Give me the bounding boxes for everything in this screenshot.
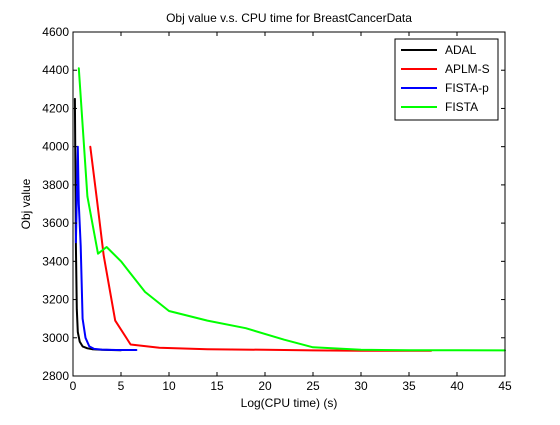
y-tick-label: 3400 bbox=[42, 254, 69, 268]
plot-frame bbox=[72, 31, 506, 377]
x-tick-label: 10 bbox=[162, 379, 176, 393]
x-tick-label: 40 bbox=[450, 379, 464, 393]
y-tick-label: 3200 bbox=[42, 293, 69, 307]
y-tick-label: 4400 bbox=[42, 63, 69, 77]
legend-label: FISTA bbox=[445, 100, 478, 114]
x-tick-label: 30 bbox=[354, 379, 368, 393]
series-line-fista-p bbox=[74, 145, 138, 351]
chart-title: Obj value v.s. CPU time for BreastCancer… bbox=[166, 11, 412, 25]
legend-label: ADAL bbox=[445, 43, 477, 57]
y-axis-label: Obj value bbox=[19, 178, 33, 229]
x-axis-label: Log(CPU time) (s) bbox=[241, 396, 338, 410]
legend-label: FISTA-p bbox=[445, 81, 489, 95]
series-line-fista bbox=[77, 67, 506, 352]
x-tick-label: 45 bbox=[498, 379, 512, 393]
x-tick-label: 35 bbox=[402, 379, 416, 393]
y-tick-label: 2800 bbox=[42, 369, 69, 383]
x-tick-label: 5 bbox=[118, 379, 125, 393]
y-tick-label: 3800 bbox=[42, 178, 69, 192]
y-tick-label: 4000 bbox=[42, 140, 69, 154]
y-tick-label: 3600 bbox=[42, 216, 69, 230]
legend-label: APLM-S bbox=[445, 62, 490, 76]
x-tick-label: 0 bbox=[70, 379, 77, 393]
legend: ADAL APLM-S FISTA-p FISTA bbox=[394, 38, 499, 121]
series-layer bbox=[73, 67, 506, 352]
y-tick-label: 3000 bbox=[42, 331, 69, 345]
y-tick-label: 4200 bbox=[42, 101, 69, 115]
x-tick-label: 20 bbox=[258, 379, 272, 393]
x-tick-label: 25 bbox=[306, 379, 320, 393]
series-line-aplm-s bbox=[89, 145, 433, 352]
y-tick-label: 4600 bbox=[42, 25, 69, 39]
x-tick-label: 15 bbox=[210, 379, 224, 393]
tick-layer: 0 5 10 15 20 25 30 35 40 45 2800 3000 3200 3400 3600 38… bbox=[42, 25, 512, 393]
